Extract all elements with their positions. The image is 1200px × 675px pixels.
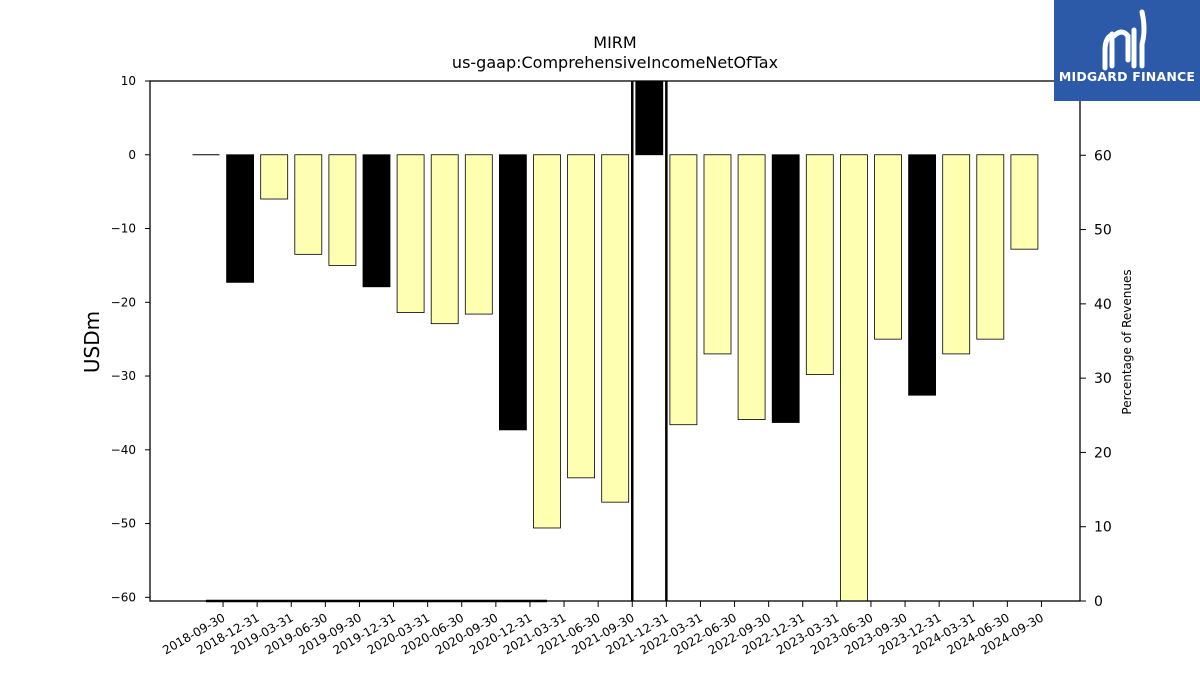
bar <box>737 154 766 420</box>
y2-tick-label: 40 <box>1094 297 1112 313</box>
y-tick-label: −40 <box>111 443 136 457</box>
x-axis: 2018-09-302018-12-312019-03-312019-06-30… <box>160 601 1046 657</box>
bars-layer <box>192 80 1039 602</box>
y2-tick-label: 20 <box>1094 445 1112 461</box>
y-tick-label: 10 <box>121 74 136 88</box>
y-tick-label: 0 <box>128 148 136 162</box>
plot-frame <box>149 80 1081 602</box>
bar <box>533 154 561 529</box>
bar <box>771 154 800 423</box>
bar <box>362 154 391 288</box>
bar <box>976 154 1005 340</box>
bar <box>805 154 834 375</box>
bar <box>294 154 323 255</box>
y-tick-label: −30 <box>111 369 136 383</box>
bar <box>669 154 698 426</box>
y-tick-label: −20 <box>111 295 136 309</box>
y-tick-label: −50 <box>111 517 136 531</box>
y2-tick-label: 50 <box>1094 223 1112 239</box>
bar <box>1010 154 1039 250</box>
bar <box>328 154 357 266</box>
bar <box>260 154 289 200</box>
bar <box>874 154 902 340</box>
bar <box>396 154 425 314</box>
y-tick-label: −60 <box>111 590 136 604</box>
y2-tick-label: 10 <box>1094 520 1112 536</box>
y-tick-label: −10 <box>111 222 136 236</box>
y-axis-label: USDm <box>80 311 104 373</box>
bar <box>601 154 630 503</box>
bar <box>226 154 255 283</box>
brand-name: MIDGARD FINANCE <box>1058 69 1196 84</box>
bar <box>840 154 868 602</box>
chart-title: MIRM <box>593 33 636 52</box>
bar <box>635 80 664 156</box>
bar <box>942 154 971 355</box>
bar <box>498 154 527 431</box>
y2-axis-label: Percentage of Revenues <box>1120 269 1134 414</box>
bar <box>703 154 732 355</box>
y-axis: 10 0 −10 −20 −30 −40 −50 −60 <box>111 74 150 604</box>
y2-tick-label: 0 <box>1094 594 1103 610</box>
midgard-logo-icon <box>1102 9 1147 71</box>
chart-subtitle: us-gaap:ComprehensiveIncomeNetOfTax <box>452 53 778 72</box>
y2-axis: 010203040506070 <box>1080 74 1112 610</box>
y2-tick-label: 30 <box>1094 371 1112 387</box>
brand-logo: MIDGARD FINANCE <box>1054 0 1200 101</box>
bar <box>567 154 595 479</box>
bar <box>908 154 936 396</box>
bar <box>430 154 459 325</box>
bar <box>464 154 493 315</box>
y2-tick-label: 60 <box>1094 148 1112 164</box>
